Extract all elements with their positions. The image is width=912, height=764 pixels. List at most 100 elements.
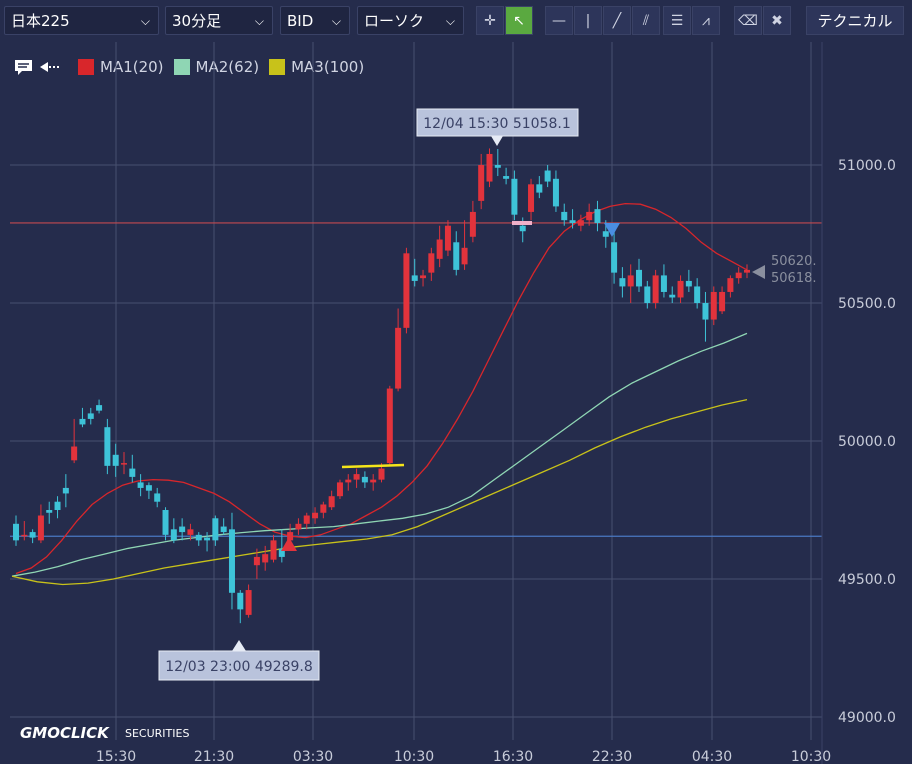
delete-drawings-icon: ✖ — [771, 13, 783, 29]
candle-body — [420, 275, 427, 279]
candle-body — [577, 220, 584, 226]
candle-body — [237, 592, 244, 610]
candle-body — [569, 220, 576, 223]
candle-body — [145, 485, 152, 491]
legend-item-ma2[interactable]: MA2(62) — [173, 58, 260, 76]
y-tick-label: 50000.0 — [838, 434, 896, 450]
candle-body — [544, 170, 551, 182]
parallel-channel-icon: ⫽ — [642, 13, 650, 29]
candle-body — [694, 286, 701, 303]
low-label: 12/03 23:00 49289.8 — [165, 659, 313, 675]
technical-button[interactable]: テクニカル — [806, 6, 904, 35]
candle-body — [29, 532, 36, 538]
candle-body — [378, 468, 385, 480]
x-tick-label: 16:30 — [493, 749, 533, 764]
candle-body — [278, 548, 285, 557]
horizontal-line-button[interactable]: — — [545, 6, 573, 35]
chevron-down-icon: ⌵ — [254, 14, 264, 28]
x-tick-label: 21:30 — [194, 749, 234, 764]
candle-body — [320, 504, 327, 513]
candle-body — [561, 211, 568, 221]
trendline-icon: ╱ — [612, 13, 622, 29]
comment-icon[interactable] — [14, 59, 34, 75]
fibonacci-fan-button[interactable]: ⩘ — [692, 6, 720, 35]
trendline-button[interactable]: ╱ — [603, 6, 631, 35]
channel-button[interactable]: ⫽ — [632, 6, 660, 35]
candle-body — [21, 534, 28, 537]
candle-body — [411, 275, 418, 281]
y-tick-label: 49000.0 — [838, 710, 896, 726]
ma1-swatch — [78, 59, 94, 75]
candle-body — [627, 275, 634, 287]
current-price-pointer — [752, 265, 765, 279]
chevron-down-icon: ⌵ — [140, 14, 150, 28]
current-price-label: 50620. — [771, 254, 817, 269]
sell-signal-icon — [604, 223, 620, 237]
toolbar: 日本225 ⌵ 30分足 ⌵ BID ⌵ ローソク ⌵ ✛ ↖ — | ╱ ⫽ … — [0, 0, 912, 42]
candle-body — [187, 529, 194, 535]
candle-body — [503, 176, 510, 179]
collapse-legend-icon[interactable] — [38, 59, 64, 75]
candle-body — [212, 518, 219, 541]
candle-body — [179, 526, 186, 533]
timeframe-label: 30分足 — [172, 12, 222, 30]
ma-line-2 — [11, 332, 748, 577]
eraser-button[interactable]: ⌫ — [734, 6, 762, 35]
candle-body — [195, 534, 202, 541]
candle-body — [287, 532, 294, 541]
candle-body — [386, 388, 393, 464]
chart-style-dropdown[interactable]: ローソク ⌵ — [357, 6, 464, 35]
pointer-button[interactable]: ↖ — [505, 6, 533, 35]
candle-body — [170, 529, 177, 541]
horizontal-lines — [10, 222, 822, 537]
y-tick-label: 49500.0 — [838, 572, 896, 588]
candle-body — [552, 178, 559, 207]
candle-body — [353, 474, 360, 480]
high-label-box — [416, 108, 579, 137]
candle-body — [536, 184, 543, 193]
candle-body — [727, 278, 734, 292]
candle-body — [744, 269, 750, 273]
candle-body — [395, 327, 402, 389]
candle-body — [295, 523, 302, 530]
candle-body — [336, 482, 343, 497]
buy-signal-icon — [281, 537, 297, 551]
candle-body — [154, 493, 161, 502]
timeframe-dropdown[interactable]: 30分足 ⌵ — [165, 6, 273, 35]
candle-body — [162, 510, 169, 535]
candle-body — [444, 225, 451, 251]
watermark-brand: GMOCLICK — [20, 724, 110, 742]
current-price-label: 50618. — [771, 271, 817, 286]
candle-body — [677, 280, 684, 298]
eraser-icon: ⌫ — [738, 13, 758, 29]
ma-line-1 — [15, 202, 748, 575]
price-type-dropdown[interactable]: BID ⌵ — [280, 6, 350, 35]
delete-all-button[interactable]: ✖ — [763, 6, 791, 35]
legend-label: MA3(100) — [291, 58, 365, 76]
y-tick-label: 51000.0 — [838, 158, 896, 174]
x-tick-label: 04:30 — [692, 749, 732, 764]
candle-body — [262, 554, 269, 563]
legend-item-ma3[interactable]: MA3(100) — [269, 58, 364, 76]
candle-body — [220, 526, 227, 533]
vertical-line-button[interactable]: | — [574, 6, 602, 35]
crosshair-button[interactable]: ✛ — [476, 6, 504, 35]
symbol-dropdown[interactable]: 日本225 ⌵ — [4, 6, 159, 35]
legend-label: MA2(62) — [195, 58, 260, 76]
candle-body — [312, 512, 319, 519]
fibonacci-retracement-button[interactable]: ☰ — [663, 6, 691, 35]
candle-body — [594, 209, 601, 223]
candle-body — [253, 556, 260, 566]
watermark-suffix: SECURITIES — [125, 727, 189, 740]
candle-body — [660, 275, 667, 292]
candle-body — [636, 269, 643, 287]
chevron-down-icon: ⌵ — [331, 14, 341, 28]
candle-body — [120, 463, 127, 465]
candle-body — [361, 476, 368, 483]
candle-body — [403, 253, 410, 328]
x-tick-label: 15:30 — [96, 749, 136, 764]
y-tick-label: 50500.0 — [838, 296, 896, 312]
candle-body — [436, 239, 443, 259]
candle-body — [710, 291, 717, 320]
